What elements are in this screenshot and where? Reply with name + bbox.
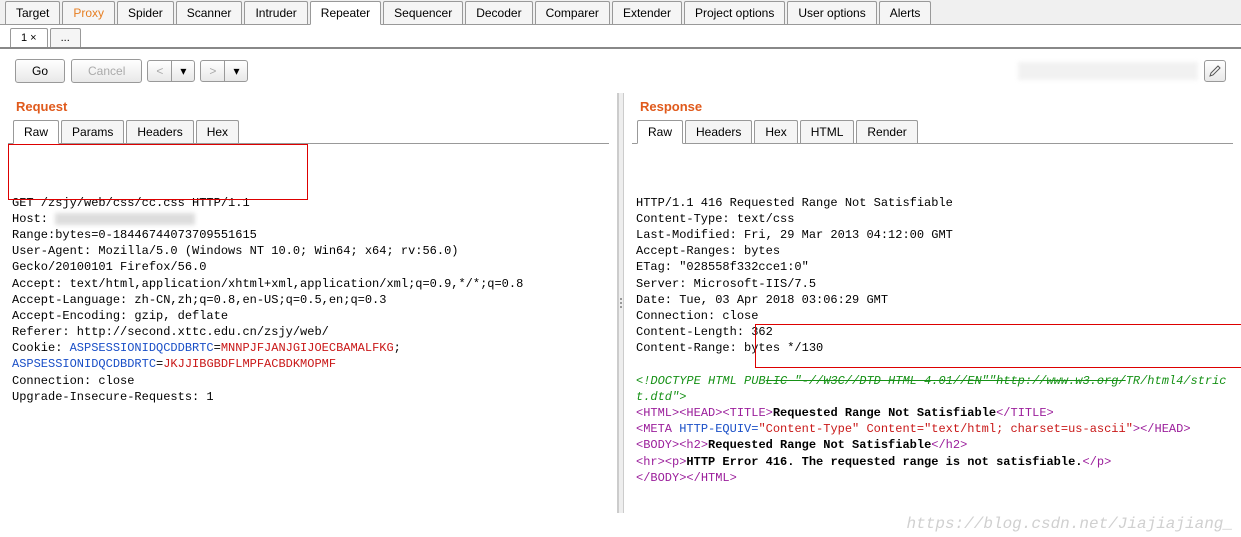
toolbar: Go Cancel < ▾ > ▾ xyxy=(0,49,1241,93)
tab-comparer[interactable]: Comparer xyxy=(535,1,610,24)
response-pane: Response RawHeadersHexHTMLRender HTTP/1.… xyxy=(624,93,1241,513)
request-tabs: RawParamsHeadersHex xyxy=(8,120,609,144)
view-tab-headers[interactable]: Headers xyxy=(685,120,752,143)
session-tab[interactable]: ... xyxy=(50,28,81,47)
view-tab-render[interactable]: Render xyxy=(856,120,917,143)
view-tab-hex[interactable]: Hex xyxy=(754,120,797,143)
watermark: https://blog.csdn.net/Jiajiajiang_ xyxy=(907,515,1233,533)
annotation-box xyxy=(8,144,308,200)
cancel-button[interactable]: Cancel xyxy=(71,59,142,83)
next-dropdown[interactable]: ▾ xyxy=(224,60,248,82)
tab-user-options[interactable]: User options xyxy=(787,1,876,24)
view-tab-params[interactable]: Params xyxy=(61,120,124,143)
tab-scanner[interactable]: Scanner xyxy=(176,1,243,24)
request-raw[interactable]: GET /zsjy/web/css/cc.css HTTP/1.1Host: R… xyxy=(8,144,609,407)
session-tab[interactable]: 1 × xyxy=(10,28,48,47)
tab-intruder[interactable]: Intruder xyxy=(244,1,307,24)
tab-spider[interactable]: Spider xyxy=(117,1,174,24)
session-tab-bar: 1 ×... xyxy=(0,25,1241,49)
tab-alerts[interactable]: Alerts xyxy=(879,1,932,24)
view-tab-headers[interactable]: Headers xyxy=(126,120,193,143)
main-tab-bar: TargetProxySpiderScannerIntruderRepeater… xyxy=(0,0,1241,25)
next-button[interactable]: > xyxy=(200,60,225,82)
response-raw[interactable]: HTTP/1.1 416 Requested Range Not Satisfi… xyxy=(632,144,1233,488)
tab-project-options[interactable]: Project options xyxy=(684,1,785,24)
view-tab-html[interactable]: HTML xyxy=(800,120,855,143)
go-button[interactable]: Go xyxy=(15,59,65,83)
tab-sequencer[interactable]: Sequencer xyxy=(383,1,463,24)
tab-target[interactable]: Target xyxy=(5,1,60,24)
response-tabs: RawHeadersHexHTMLRender xyxy=(632,120,1233,144)
request-pane: Request RawParamsHeadersHex GET /zsjy/we… xyxy=(0,93,618,513)
view-tab-hex[interactable]: Hex xyxy=(196,120,239,143)
view-tab-raw[interactable]: Raw xyxy=(637,120,683,144)
prev-dropdown[interactable]: ▾ xyxy=(171,60,195,82)
tab-extender[interactable]: Extender xyxy=(612,1,682,24)
target-host-blurred xyxy=(1018,62,1198,80)
tab-decoder[interactable]: Decoder xyxy=(465,1,532,24)
response-title: Response xyxy=(632,93,1233,120)
tab-proxy[interactable]: Proxy xyxy=(62,1,115,24)
edit-icon[interactable] xyxy=(1204,60,1226,82)
view-tab-raw[interactable]: Raw xyxy=(13,120,59,144)
tab-repeater[interactable]: Repeater xyxy=(310,1,381,25)
prev-button[interactable]: < xyxy=(147,60,172,82)
request-title: Request xyxy=(8,93,609,120)
